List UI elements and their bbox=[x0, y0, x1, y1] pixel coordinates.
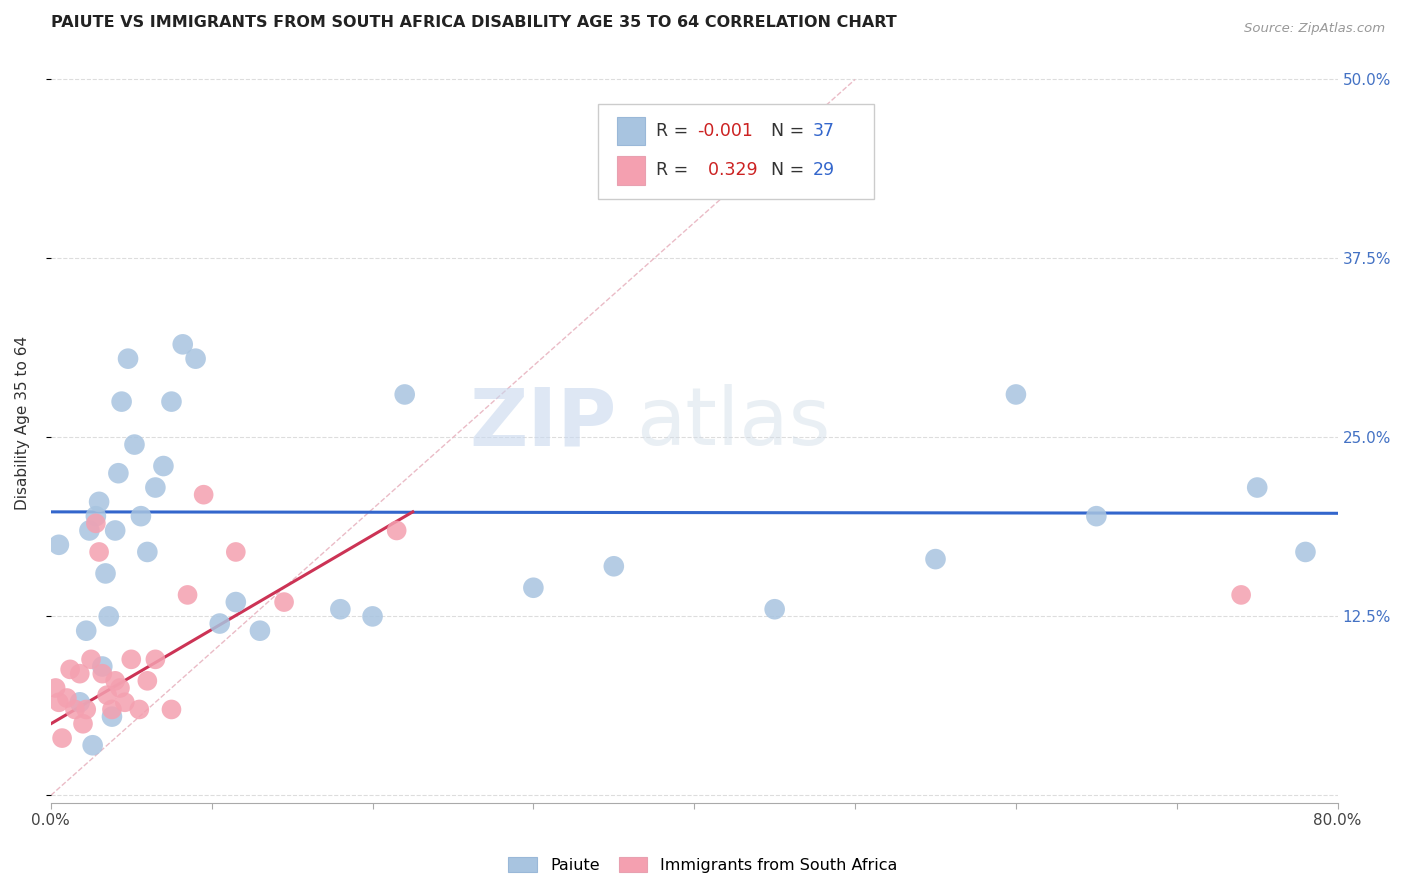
Point bbox=[129, 509, 152, 524]
Point bbox=[101, 702, 124, 716]
Text: ZIP: ZIP bbox=[470, 384, 617, 462]
Point bbox=[59, 662, 82, 676]
Text: PAIUTE VS IMMIGRANTS FROM SOUTH AFRICA DISABILITY AGE 35 TO 64 CORRELATION CHART: PAIUTE VS IMMIGRANTS FROM SOUTH AFRICA D… bbox=[51, 15, 897, 30]
Point bbox=[1294, 545, 1316, 559]
Text: N =: N = bbox=[772, 161, 810, 179]
Point bbox=[152, 458, 174, 473]
Point bbox=[101, 709, 124, 723]
Point bbox=[69, 666, 91, 681]
Point bbox=[1230, 588, 1253, 602]
Point bbox=[107, 467, 129, 481]
Point bbox=[361, 609, 384, 624]
Point bbox=[108, 681, 131, 695]
Point bbox=[63, 702, 86, 716]
Point bbox=[48, 538, 70, 552]
Point bbox=[69, 695, 91, 709]
Point bbox=[763, 602, 786, 616]
Point bbox=[72, 716, 94, 731]
Point bbox=[91, 666, 114, 681]
Point bbox=[145, 652, 167, 666]
Point bbox=[208, 616, 231, 631]
Legend: Paiute, Immigrants from South Africa: Paiute, Immigrants from South Africa bbox=[502, 851, 904, 880]
Point bbox=[96, 688, 118, 702]
Point bbox=[75, 702, 97, 716]
FancyBboxPatch shape bbox=[617, 156, 645, 185]
FancyBboxPatch shape bbox=[617, 117, 645, 145]
Point bbox=[176, 588, 198, 602]
Text: 37: 37 bbox=[813, 122, 835, 140]
Text: R =: R = bbox=[655, 161, 693, 179]
Point bbox=[184, 351, 207, 366]
Point bbox=[522, 581, 544, 595]
Point bbox=[97, 609, 120, 624]
Point bbox=[87, 495, 110, 509]
Point bbox=[104, 524, 127, 538]
Point bbox=[145, 481, 167, 495]
Point bbox=[48, 695, 70, 709]
Point bbox=[172, 337, 194, 351]
Point bbox=[603, 559, 626, 574]
Text: Source: ZipAtlas.com: Source: ZipAtlas.com bbox=[1244, 22, 1385, 36]
Text: 0.329: 0.329 bbox=[697, 161, 758, 179]
Point bbox=[385, 524, 408, 538]
Point bbox=[56, 691, 79, 706]
Point bbox=[84, 516, 107, 531]
Point bbox=[1005, 387, 1028, 401]
Point bbox=[249, 624, 271, 638]
Point bbox=[329, 602, 352, 616]
Point bbox=[124, 437, 146, 451]
FancyBboxPatch shape bbox=[598, 104, 875, 199]
Point bbox=[84, 509, 107, 524]
Point bbox=[94, 566, 117, 581]
Text: R =: R = bbox=[655, 122, 693, 140]
Point bbox=[87, 545, 110, 559]
Point bbox=[75, 624, 97, 638]
Point bbox=[225, 545, 247, 559]
Point bbox=[136, 673, 159, 688]
Text: -0.001: -0.001 bbox=[697, 122, 752, 140]
Point bbox=[104, 673, 127, 688]
Point bbox=[91, 659, 114, 673]
Point bbox=[160, 394, 183, 409]
Text: 29: 29 bbox=[813, 161, 835, 179]
Text: atlas: atlas bbox=[637, 384, 831, 462]
Point bbox=[394, 387, 416, 401]
Point bbox=[79, 524, 101, 538]
Point bbox=[45, 681, 67, 695]
Point bbox=[924, 552, 946, 566]
Point bbox=[82, 738, 104, 752]
Point bbox=[110, 394, 132, 409]
Point bbox=[136, 545, 159, 559]
Text: N =: N = bbox=[772, 122, 810, 140]
Point bbox=[225, 595, 247, 609]
Point bbox=[120, 652, 142, 666]
Point bbox=[193, 488, 215, 502]
Y-axis label: Disability Age 35 to 64: Disability Age 35 to 64 bbox=[15, 336, 30, 510]
Point bbox=[80, 652, 103, 666]
Point bbox=[273, 595, 295, 609]
Point bbox=[117, 351, 139, 366]
Point bbox=[114, 695, 136, 709]
Point bbox=[1085, 509, 1108, 524]
Point bbox=[1246, 481, 1268, 495]
Point bbox=[128, 702, 150, 716]
Point bbox=[160, 702, 183, 716]
Point bbox=[51, 731, 73, 745]
